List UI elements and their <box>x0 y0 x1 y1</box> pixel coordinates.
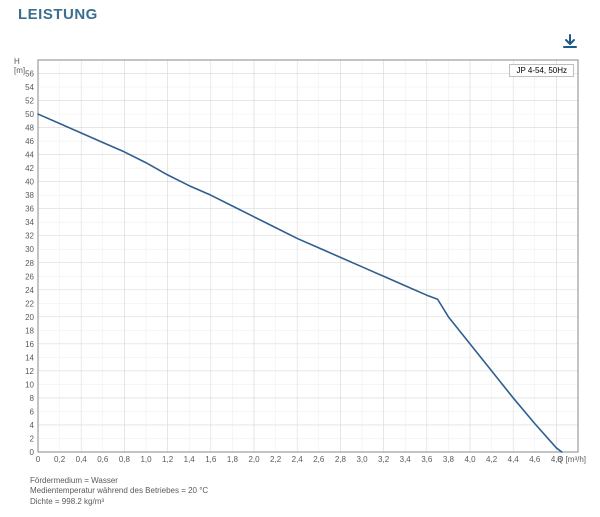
svg-text:0,8: 0,8 <box>119 455 131 464</box>
svg-text:52: 52 <box>25 97 34 106</box>
page-root: LEISTUNG 0 0,2 0,4 0,6 0,8 1,0 1,2 1,4 1,6 1,8 2,0… <box>0 0 600 517</box>
svg-text:38: 38 <box>25 191 34 200</box>
svg-text:2,8: 2,8 <box>335 455 347 464</box>
svg-text:48: 48 <box>25 124 34 133</box>
svg-text:4,2: 4,2 <box>486 455 498 464</box>
svg-text:20: 20 <box>25 313 34 322</box>
section-title: LEISTUNG <box>18 6 98 23</box>
svg-text:1,0: 1,0 <box>140 455 152 464</box>
performance-chart: 0 0,2 0,4 0,6 0,8 1,0 1,2 1,4 1,6 1,8 2,0 2,2 2,4 2,6… <box>8 56 592 476</box>
svg-text:0,6: 0,6 <box>97 455 109 464</box>
svg-text:56: 56 <box>25 70 34 79</box>
x-axis-title: Q [m³/h] <box>557 455 586 464</box>
svg-text:16: 16 <box>25 340 34 349</box>
svg-text:2,4: 2,4 <box>292 455 304 464</box>
svg-text:0,2: 0,2 <box>54 455 66 464</box>
footnote-line: Dichte = 998.2 kg/m³ <box>30 497 208 507</box>
y-axis-title: H [m] <box>14 58 25 76</box>
svg-text:46: 46 <box>25 137 34 146</box>
svg-text:3,0: 3,0 <box>356 455 368 464</box>
svg-text:3,4: 3,4 <box>400 455 412 464</box>
svg-text:22: 22 <box>25 299 34 308</box>
svg-text:54: 54 <box>25 83 34 92</box>
footnote-line: Medientemperatur während des Betriebes =… <box>30 486 208 496</box>
download-icon[interactable] <box>562 34 578 50</box>
svg-text:34: 34 <box>25 218 34 227</box>
chart-variant-label: JP 4-54, 50Hz <box>509 64 574 77</box>
svg-text:4,4: 4,4 <box>508 455 520 464</box>
svg-text:3,6: 3,6 <box>421 455 433 464</box>
svg-text:0,4: 0,4 <box>76 455 88 464</box>
svg-text:2: 2 <box>30 434 35 443</box>
svg-text:4,6: 4,6 <box>529 455 541 464</box>
svg-text:14: 14 <box>25 353 34 362</box>
chart-footnotes: Fördermedium = WasserMedientemperatur wä… <box>30 476 208 507</box>
svg-text:10: 10 <box>25 380 34 389</box>
svg-text:0: 0 <box>30 448 35 457</box>
svg-text:28: 28 <box>25 259 34 268</box>
footnote-line: Fördermedium = Wasser <box>30 476 208 486</box>
svg-text:32: 32 <box>25 232 34 241</box>
svg-text:2,6: 2,6 <box>313 455 325 464</box>
svg-text:1,8: 1,8 <box>227 455 239 464</box>
svg-text:8: 8 <box>30 394 35 403</box>
svg-text:2,2: 2,2 <box>270 455 282 464</box>
svg-text:4,0: 4,0 <box>464 455 476 464</box>
svg-text:42: 42 <box>25 164 34 173</box>
y-axis-title-l2: [m] <box>14 66 25 75</box>
svg-text:6: 6 <box>30 407 35 416</box>
svg-text:2,0: 2,0 <box>248 455 260 464</box>
svg-text:3,8: 3,8 <box>443 455 455 464</box>
svg-text:0: 0 <box>36 455 41 464</box>
svg-text:1,6: 1,6 <box>205 455 217 464</box>
svg-text:1,4: 1,4 <box>184 455 196 464</box>
svg-text:18: 18 <box>25 326 34 335</box>
svg-text:12: 12 <box>25 367 34 376</box>
y-axis-title-l1: H <box>14 57 20 66</box>
svg-text:1,2: 1,2 <box>162 455 174 464</box>
svg-text:44: 44 <box>25 151 34 160</box>
svg-text:4: 4 <box>30 421 35 430</box>
svg-text:36: 36 <box>25 205 34 214</box>
svg-text:30: 30 <box>25 245 34 254</box>
svg-text:3,2: 3,2 <box>378 455 390 464</box>
svg-text:24: 24 <box>25 286 34 295</box>
svg-text:26: 26 <box>25 272 34 281</box>
svg-text:40: 40 <box>25 178 34 187</box>
svg-text:50: 50 <box>25 110 34 119</box>
